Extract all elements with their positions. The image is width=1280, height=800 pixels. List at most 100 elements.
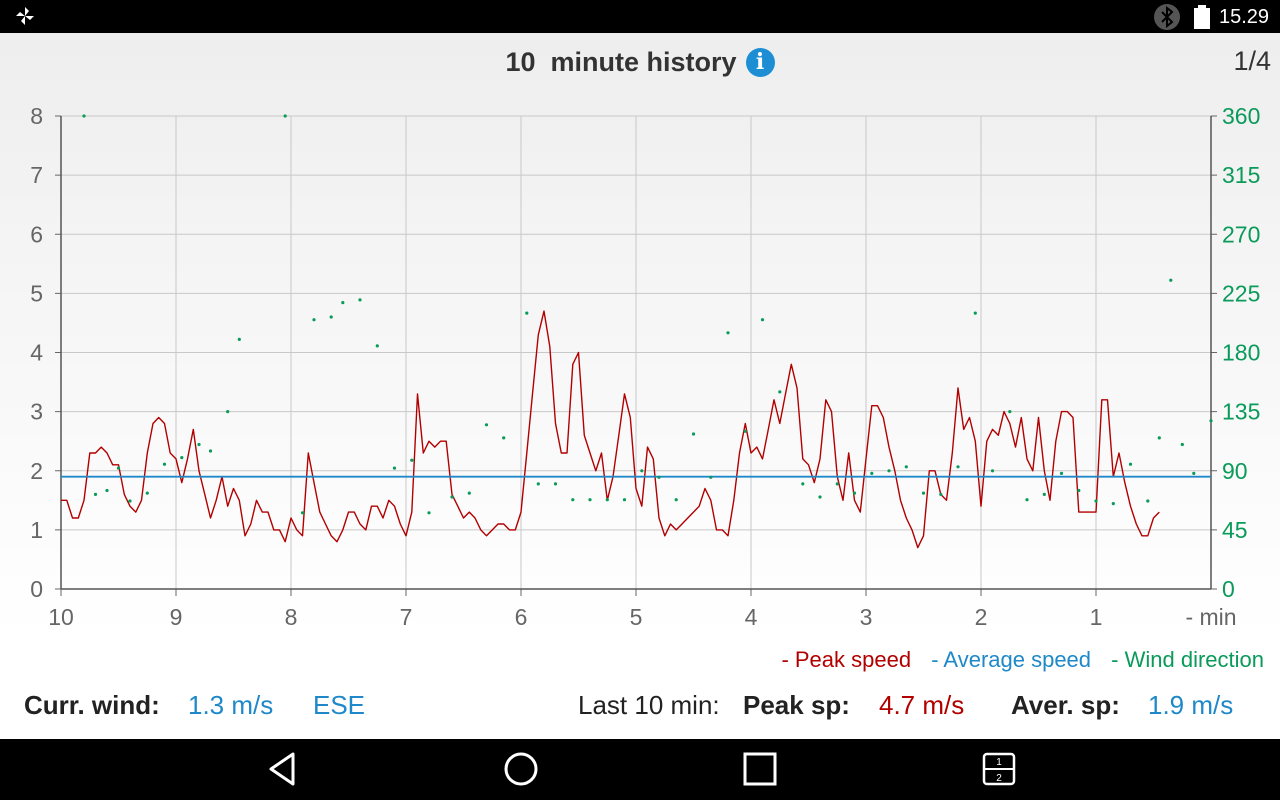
wind-direction-point — [93, 492, 98, 496]
wind-direction-point — [116, 466, 121, 470]
wind-direction-point — [450, 495, 454, 499]
wind-direction-point — [467, 491, 471, 495]
x-tick-label: 7 — [400, 604, 413, 630]
wind-direction-point — [1111, 502, 1115, 506]
current-wind-direction: ESE — [313, 690, 366, 720]
peak-speed-label: Peak sp: — [743, 690, 850, 720]
wind-direction-point — [691, 432, 696, 436]
y-tick-label-right: 225 — [1222, 280, 1260, 306]
y-tick-label-left: 8 — [30, 103, 43, 129]
wind-direction-point — [778, 390, 782, 394]
wind-direction-point — [105, 488, 109, 493]
wind-direction-point — [743, 429, 747, 433]
y-tick-label-right: 45 — [1222, 517, 1248, 543]
wind-direction-point — [237, 337, 241, 341]
wind-direction-point — [818, 495, 822, 499]
y-tick-label-left: 1 — [30, 517, 43, 543]
y-tick-label-right: 0 — [1222, 576, 1235, 602]
wind-direction-point — [1169, 278, 1173, 282]
legend-peak-speed: - Peak speed — [781, 647, 912, 672]
wind-direction-point — [502, 436, 506, 440]
legend-average-speed: - Average speed — [931, 647, 1092, 672]
wind-direction-point — [226, 410, 230, 414]
back-icon[interactable] — [266, 751, 298, 787]
home-icon[interactable] — [503, 751, 539, 787]
x-tick-label: 9 — [170, 604, 183, 630]
main-content — [0, 33, 1280, 739]
wind-direction-point — [162, 462, 167, 466]
wind-direction-point — [312, 318, 316, 322]
wind-direction-point — [870, 471, 874, 475]
last-10-min-label: Last 10 min: — [578, 690, 720, 720]
y-tick-label-left: 5 — [30, 280, 43, 306]
wind-history-chart: 0 0 1 45 2 90 3 135 4 180 5 225 6 270 7 315 8 360 10 9 8 7 6 5 4… — [30, 103, 1260, 630]
wind-direction-point — [1042, 492, 1046, 496]
x-tick-label: 2 — [975, 604, 988, 630]
wind-direction-point — [709, 475, 713, 479]
wind-direction-point — [375, 344, 379, 348]
wind-direction-point — [536, 482, 540, 486]
wind-direction-point — [973, 311, 977, 315]
wind-direction-point — [887, 469, 891, 473]
y-tick-label-right: 135 — [1222, 399, 1260, 425]
wind-direction-point — [990, 469, 995, 473]
header: 10 minute history i — [0, 42, 1280, 82]
y-tick-label-left: 7 — [30, 162, 43, 188]
wind-direction-point — [1094, 499, 1098, 503]
average-speed-value: 1.9 m/s — [1148, 690, 1234, 720]
y-tick-label-left: 6 — [30, 221, 43, 247]
x-axis-label: - min — [1185, 604, 1236, 630]
status-bar: 15.29 — [0, 0, 1280, 33]
wind-direction-point — [197, 442, 201, 447]
series — [61, 114, 1213, 549]
current-wind-speed: 1.3 m/s — [188, 690, 274, 720]
pinwheel-icon — [16, 7, 34, 25]
info-icon[interactable]: i — [745, 47, 775, 77]
y-tick-label-left: 4 — [30, 340, 43, 366]
average-speed-label: Aver. sp: — [1011, 690, 1120, 720]
bluetooth-icon — [1154, 4, 1180, 30]
wind-direction-point — [180, 456, 184, 460]
wind-direction-point — [341, 301, 345, 305]
y-tick-label-left: 3 — [30, 399, 43, 425]
x-tick-label: 8 — [285, 604, 298, 630]
wind-direction-point — [553, 482, 558, 486]
wind-direction-point — [410, 458, 414, 462]
wind-direction-point — [605, 498, 609, 502]
wind-direction-point — [392, 466, 397, 470]
x-tick-label: 3 — [860, 604, 873, 630]
x-tick-label: 10 — [48, 604, 74, 630]
navigation-bar: 1 2 — [0, 739, 1280, 800]
legend-wind-direction: - Wind direction — [1111, 647, 1264, 672]
recents-icon[interactable] — [742, 751, 778, 787]
wind-direction-point — [956, 465, 960, 469]
wind-direction-point — [657, 475, 661, 479]
wind-direction-point — [1192, 471, 1196, 475]
wind-direction-point — [427, 511, 431, 515]
wind-direction-point — [484, 423, 489, 427]
wind-direction-point — [835, 482, 839, 486]
split-screen-icon[interactable]: 1 2 — [981, 751, 1017, 787]
wind-direction-point — [726, 331, 730, 335]
x-tick-label: 5 — [630, 604, 643, 630]
y-tick-label-right: 315 — [1222, 162, 1260, 188]
axes: 0 0 1 45 2 90 3 135 4 180 5 225 6 270 7 315 8 360 10 9 8 7 6 5 4… — [30, 103, 1260, 630]
wind-direction-point — [852, 491, 857, 495]
wind-direction-point — [300, 511, 305, 515]
wind-direction-point — [588, 498, 592, 502]
grid — [60, 115, 1211, 590]
wind-direction-point — [283, 114, 287, 118]
battery-icon — [1194, 5, 1210, 29]
wind-direction-point — [1128, 462, 1133, 466]
wind-direction-point — [1180, 442, 1184, 447]
wind-direction-point — [208, 449, 213, 453]
current-wind-label: Curr. wind: — [24, 690, 160, 720]
wind-direction-point — [571, 498, 575, 502]
y-tick-label-right: 360 — [1222, 103, 1260, 129]
page-indicator: 1/4 — [1233, 46, 1271, 76]
wind-direction-point — [128, 499, 132, 503]
wind-direction-point — [1008, 410, 1012, 414]
wind-direction-point — [760, 318, 765, 322]
wind-direction-point — [1025, 498, 1029, 502]
wind-direction-point — [145, 491, 149, 495]
